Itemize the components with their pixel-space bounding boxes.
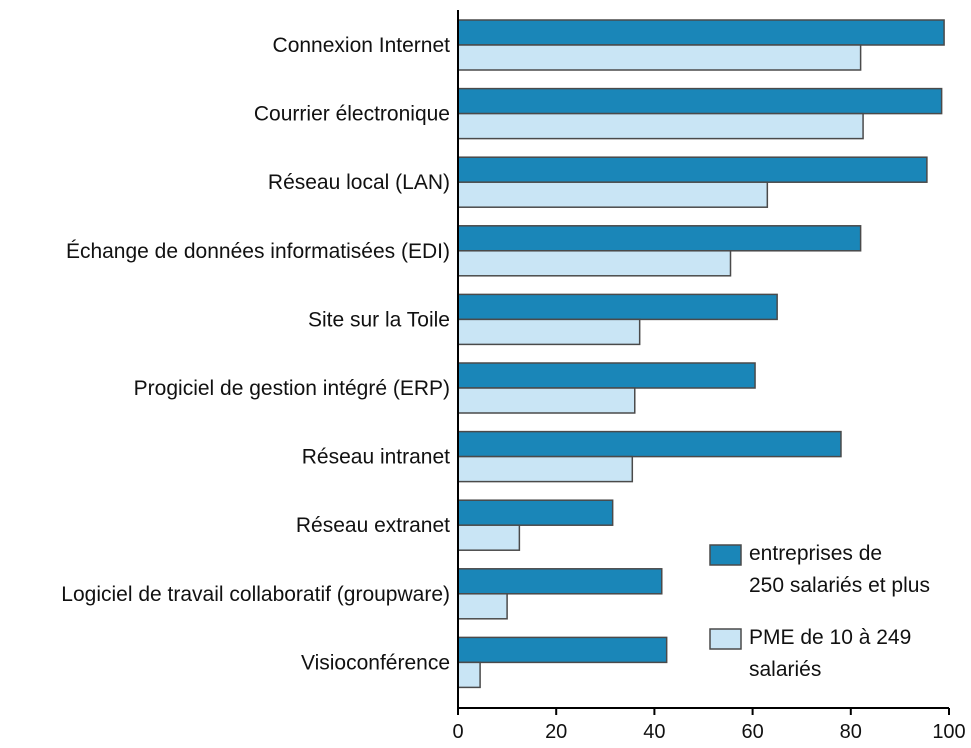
bar-sme-3 (457, 250, 732, 277)
bar-large-firms-5 (457, 362, 756, 389)
x-tick-label-4: 80 (840, 721, 862, 743)
legend-swatch-1 (709, 628, 742, 650)
bar-sme-8 (457, 593, 508, 620)
bar-sme-6 (457, 455, 634, 483)
category-label-6: Réseau intranet (302, 446, 450, 469)
bar-sme-1 (457, 112, 864, 140)
x-axis-ticks: 0 20 40 60 80 100 (452, 708, 966, 743)
legend-label-0-line-0: entreprises de (749, 542, 882, 565)
category-labels: Connexion Internet Courrier électronique R… (61, 34, 450, 674)
x-tick-label-1: 20 (545, 721, 567, 743)
bar-large-firms-7 (457, 499, 614, 526)
legend-label-1-line-0: PME de 10 à 249 (749, 626, 911, 649)
category-label-1: Courrier électronique (254, 103, 450, 126)
x-tick-label-5: 100 (932, 721, 965, 743)
bars-layer (457, 19, 945, 689)
bar-sme-0 (457, 44, 862, 71)
category-label-4: Site sur la Toile (308, 308, 450, 331)
category-label-9: Visioconférence (301, 651, 450, 674)
legend-label-1-line-1: salariés (749, 658, 821, 681)
category-label-2: Réseau local (LAN) (268, 171, 450, 194)
bar-large-firms-3 (457, 225, 862, 252)
bar-sme-4 (457, 318, 641, 346)
category-label-0: Connexion Internet (273, 34, 451, 57)
bar-sme-2 (457, 181, 769, 208)
bar-sme-9 (457, 661, 481, 689)
category-label-8: Logiciel de travail collaboratif (groupw… (61, 583, 450, 606)
bar-large-firms-9 (457, 636, 668, 664)
bar-large-firms-8 (457, 568, 663, 595)
legend-label-0-line-1: 250 salariés et plus (749, 574, 930, 597)
legend-swatch-0 (709, 544, 742, 566)
bar-sme-7 (457, 524, 521, 551)
bar-large-firms-4 (457, 293, 778, 321)
category-label-7: Réseau extranet (296, 514, 450, 537)
category-label-5: Progiciel de gestion intégré (ERP) (134, 377, 450, 400)
legend: entreprises de 250 salariés et plus PME de… (709, 542, 930, 681)
bar-large-firms-0 (457, 19, 945, 46)
bar-large-firms-1 (457, 87, 943, 115)
bar-large-firms-2 (457, 156, 928, 183)
bar-large-firms-6 (457, 430, 842, 458)
bar-sme-5 (457, 387, 636, 414)
x-tick-label-0: 0 (452, 721, 463, 743)
category-label-3: Échange de données informatisées (EDI) (66, 240, 450, 263)
x-tick-label-3: 60 (741, 721, 763, 743)
x-tick-label-2: 40 (643, 721, 665, 743)
